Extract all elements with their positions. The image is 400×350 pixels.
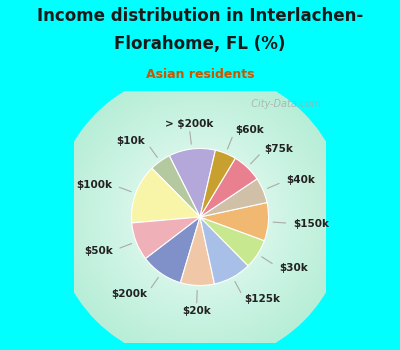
Circle shape bbox=[164, 181, 236, 253]
Text: City-Data.com: City-Data.com bbox=[245, 99, 321, 108]
Circle shape bbox=[178, 195, 222, 239]
Wedge shape bbox=[132, 217, 200, 259]
Text: $30k: $30k bbox=[279, 263, 308, 273]
Circle shape bbox=[110, 127, 290, 307]
Text: $200k: $200k bbox=[111, 289, 147, 299]
Circle shape bbox=[161, 178, 239, 256]
Circle shape bbox=[56, 73, 344, 350]
Circle shape bbox=[76, 93, 324, 341]
Wedge shape bbox=[169, 148, 216, 217]
Wedge shape bbox=[200, 179, 267, 217]
Wedge shape bbox=[200, 150, 235, 217]
Wedge shape bbox=[200, 217, 264, 266]
Text: Florahome, FL (%): Florahome, FL (%) bbox=[114, 35, 286, 53]
Circle shape bbox=[166, 183, 234, 251]
Circle shape bbox=[154, 171, 246, 263]
Text: $10k: $10k bbox=[117, 136, 146, 146]
Circle shape bbox=[59, 76, 341, 350]
Circle shape bbox=[180, 197, 220, 237]
Text: $60k: $60k bbox=[235, 125, 264, 135]
Circle shape bbox=[78, 95, 322, 339]
Circle shape bbox=[142, 159, 258, 275]
Circle shape bbox=[112, 129, 288, 305]
Circle shape bbox=[122, 139, 278, 295]
Circle shape bbox=[185, 202, 215, 232]
Wedge shape bbox=[132, 168, 200, 223]
Text: $50k: $50k bbox=[84, 246, 113, 256]
Circle shape bbox=[102, 120, 298, 314]
Wedge shape bbox=[200, 158, 257, 217]
Circle shape bbox=[95, 112, 305, 322]
Circle shape bbox=[88, 105, 312, 329]
Text: Asian residents: Asian residents bbox=[146, 68, 254, 81]
Circle shape bbox=[176, 193, 224, 242]
Circle shape bbox=[73, 90, 327, 344]
Circle shape bbox=[71, 88, 329, 346]
Circle shape bbox=[108, 125, 292, 309]
Wedge shape bbox=[146, 217, 200, 283]
Circle shape bbox=[129, 146, 271, 288]
Circle shape bbox=[193, 210, 207, 224]
Circle shape bbox=[144, 161, 256, 273]
Circle shape bbox=[124, 141, 276, 293]
Text: > $200k: > $200k bbox=[165, 119, 213, 129]
Wedge shape bbox=[152, 156, 200, 217]
Wedge shape bbox=[200, 203, 268, 241]
Circle shape bbox=[195, 212, 205, 222]
Circle shape bbox=[132, 149, 268, 285]
Circle shape bbox=[117, 134, 283, 300]
Text: $75k: $75k bbox=[265, 144, 294, 154]
Circle shape bbox=[171, 188, 229, 246]
Circle shape bbox=[139, 156, 261, 278]
Circle shape bbox=[81, 98, 319, 336]
Circle shape bbox=[61, 78, 339, 350]
Circle shape bbox=[100, 117, 300, 317]
Circle shape bbox=[90, 107, 310, 327]
Wedge shape bbox=[200, 217, 248, 284]
Circle shape bbox=[183, 200, 217, 234]
Circle shape bbox=[86, 103, 314, 331]
Circle shape bbox=[64, 80, 336, 350]
Circle shape bbox=[120, 136, 280, 298]
Text: Income distribution in Interlachen-: Income distribution in Interlachen- bbox=[37, 7, 363, 26]
Text: $125k: $125k bbox=[244, 294, 280, 304]
Circle shape bbox=[146, 163, 254, 271]
Circle shape bbox=[149, 166, 251, 268]
Text: $20k: $20k bbox=[182, 306, 211, 316]
Circle shape bbox=[188, 205, 212, 229]
Circle shape bbox=[151, 168, 249, 266]
Circle shape bbox=[198, 215, 202, 219]
Circle shape bbox=[158, 176, 242, 258]
Circle shape bbox=[105, 122, 295, 312]
Circle shape bbox=[156, 173, 244, 261]
Circle shape bbox=[68, 85, 332, 349]
Circle shape bbox=[173, 190, 227, 244]
Text: $100k: $100k bbox=[76, 180, 112, 190]
Circle shape bbox=[83, 100, 317, 334]
Circle shape bbox=[54, 71, 346, 350]
Wedge shape bbox=[180, 217, 214, 286]
Circle shape bbox=[98, 115, 302, 319]
Circle shape bbox=[66, 83, 334, 350]
Text: $40k: $40k bbox=[286, 175, 315, 186]
Circle shape bbox=[168, 186, 232, 248]
Circle shape bbox=[115, 132, 285, 302]
Text: $150k: $150k bbox=[294, 218, 330, 229]
Circle shape bbox=[134, 151, 266, 283]
Circle shape bbox=[127, 144, 273, 290]
Circle shape bbox=[137, 154, 263, 280]
Circle shape bbox=[190, 207, 210, 227]
Circle shape bbox=[93, 110, 307, 324]
